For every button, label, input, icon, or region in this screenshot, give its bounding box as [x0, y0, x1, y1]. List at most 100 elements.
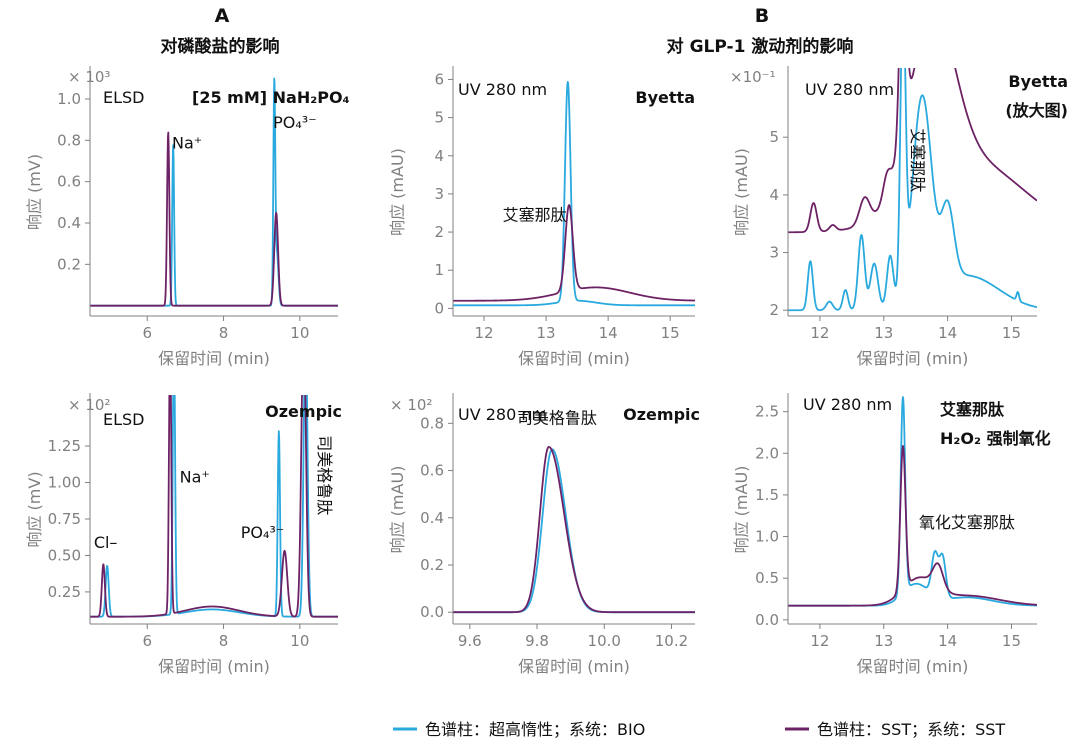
panel-sample-label: Byetta	[1008, 72, 1068, 91]
chart-panel-p1: 6 8 10 0.2 0.4 0.6 0.8 1.0 保留时间 (min) 响应 (mV) × 10…	[25, 66, 350, 368]
y-tick-label: 1.25	[48, 437, 81, 455]
series-line-bio	[453, 448, 695, 614]
x-tick-label: 8	[219, 324, 229, 342]
x-axis-label: 保留时间 (min)	[158, 349, 270, 368]
x-tick-label: 13	[874, 632, 893, 650]
section-b-letter: B	[755, 5, 769, 27]
x-tick-label: 10.2	[655, 632, 688, 650]
panel-detector-label: ELSD	[103, 88, 145, 107]
series-line-sst	[453, 446, 695, 614]
y-tick-label: 0	[434, 299, 444, 317]
series-line-bio	[453, 81, 695, 307]
y-axis-label: 响应 (mAU)	[732, 148, 751, 236]
y-tick-label: 0.25	[48, 583, 81, 601]
x-tick-label: 12	[810, 324, 829, 342]
x-axis-label: 保留时间 (min)	[518, 349, 630, 368]
x-tick-label: 6	[142, 632, 152, 650]
section-a-letter: A	[215, 5, 230, 27]
y-tick-label: 0.2	[57, 255, 81, 273]
chart-panel-p5: 9.6 9.8 10.0 10.2 0.0 0.2 0.4 0.6 0.8 保留时间 (min) 响…	[388, 393, 700, 676]
y-axis-label: 响应 (mAU)	[388, 148, 407, 236]
y-tick-label: 1.0	[755, 528, 779, 546]
panel-detector-label: UV 280 nm	[805, 80, 894, 99]
y-tick-label: 3	[769, 244, 779, 262]
series-line-bio	[788, 68, 1037, 312]
y-tick-label: 4	[434, 147, 444, 165]
x-axis-label: 保留时间 (min)	[158, 657, 270, 676]
peak-annotation: 艾塞那肽	[908, 128, 927, 192]
panel-sample-label: Ozempic	[265, 402, 342, 421]
y-tick-label: 3	[434, 185, 444, 203]
panel-detector-label: UV 280 nm	[803, 395, 892, 414]
chart-panel-p3: 12 13 14 15 2 3 4 5 保留时间 (min) 响应 (mAU) ×10⁻¹ UV 28…	[730, 66, 1068, 368]
y-tick-label: 1.00	[48, 474, 81, 492]
x-tick-label: 15	[661, 324, 680, 342]
y-tick-label: 0.4	[57, 214, 81, 232]
peak-annotation: 艾塞那肽	[503, 206, 567, 225]
y-tick-label: 0.6	[420, 462, 444, 480]
y-tick-label: 1.0	[57, 90, 81, 108]
x-tick-label: 13	[874, 324, 893, 342]
x-tick-label: 14	[938, 632, 957, 650]
series-line-sst	[453, 204, 695, 302]
x-tick-label: 6	[142, 324, 152, 342]
legend: 色谱柱：超高惰性；系统：BIO 色谱柱：SST；系统：SST	[393, 720, 1005, 739]
y-tick-label: 0.8	[57, 131, 81, 149]
x-tick-label: 10	[290, 632, 309, 650]
y-axis-label: 响应 (mV)	[25, 471, 44, 547]
y-tick-label: 5	[434, 109, 444, 127]
x-tick-label: 8	[219, 632, 229, 650]
y-tick-label: 4	[769, 186, 779, 204]
panel-sample-label: Byetta	[635, 88, 695, 107]
x-tick-label: 12	[810, 632, 829, 650]
series-line-sst	[90, 395, 338, 618]
panel-sample-sublabel: H₂O₂ 强制氧化	[940, 429, 1051, 448]
y-tick-label: 2.5	[755, 403, 779, 421]
y-tick-label: 0.6	[57, 173, 81, 191]
y-tick-label: 0.75	[48, 510, 81, 528]
panel-sample-label: 艾塞那肽	[940, 400, 1005, 419]
x-tick-label: 14	[938, 324, 957, 342]
panel-sample-label: Ozempic	[623, 405, 700, 424]
peak-annotation: PO₄³⁻	[241, 523, 285, 542]
y-tick-label: 0.0	[755, 611, 779, 629]
panel-sample-label: [25 mM] NaH₂PO₄	[192, 88, 350, 107]
y-tick-label: 0.0	[420, 603, 444, 621]
y-tick-label: 0.4	[420, 509, 444, 527]
y-tick-label: 6	[434, 70, 444, 88]
y-tick-label: 0.8	[420, 414, 444, 432]
series-line-sst	[788, 68, 1037, 234]
peak-annotation: 氧化艾塞那肽	[919, 513, 1015, 532]
panel-detector-label: ELSD	[103, 410, 145, 429]
panel-sample-sublabel: (放大图)	[1005, 101, 1068, 120]
chart-panel-p4: 6 8 10 0.25 0.50 0.75 1.00 1.25 保留时间 (min) 响应 (mV…	[25, 393, 342, 676]
legend-label-bio: 色谱柱：超高惰性；系统：BIO	[425, 720, 645, 739]
peak-annotation: Na⁺	[180, 468, 210, 487]
series-line-sst	[90, 131, 338, 307]
x-axis-label: 保留时间 (min)	[857, 657, 969, 676]
x-tick-label: 14	[599, 324, 618, 342]
x-axis-label: 保留时间 (min)	[857, 349, 969, 368]
axis-multiplier: × 10²	[68, 396, 110, 414]
y-tick-label: 2.0	[755, 444, 779, 462]
x-tick-label: 12	[474, 324, 493, 342]
y-tick-label: 1	[434, 261, 444, 279]
y-tick-label: 5	[769, 128, 779, 146]
legend-label-sst: 色谱柱：SST；系统：SST	[817, 720, 1005, 739]
y-axis-label: 响应 (mAU)	[732, 466, 751, 554]
x-tick-label: 9.6	[458, 632, 482, 650]
y-axis-label: 响应 (mV)	[25, 154, 44, 230]
y-tick-label: 0.5	[755, 569, 779, 587]
y-tick-label: 2	[769, 301, 779, 319]
peak-annotation: Na⁺	[172, 134, 202, 153]
y-tick-label: 0.2	[420, 556, 444, 574]
y-tick-label: 1.5	[755, 486, 779, 504]
x-tick-label: 15	[1002, 632, 1021, 650]
section-a-title: 对磷酸盐的影响	[161, 36, 280, 57]
y-axis-label: 响应 (mAU)	[388, 466, 407, 554]
x-tick-label: 13	[537, 324, 556, 342]
series-line-sst	[788, 445, 1037, 607]
panel-detector-label: UV 280 nm	[458, 405, 547, 424]
